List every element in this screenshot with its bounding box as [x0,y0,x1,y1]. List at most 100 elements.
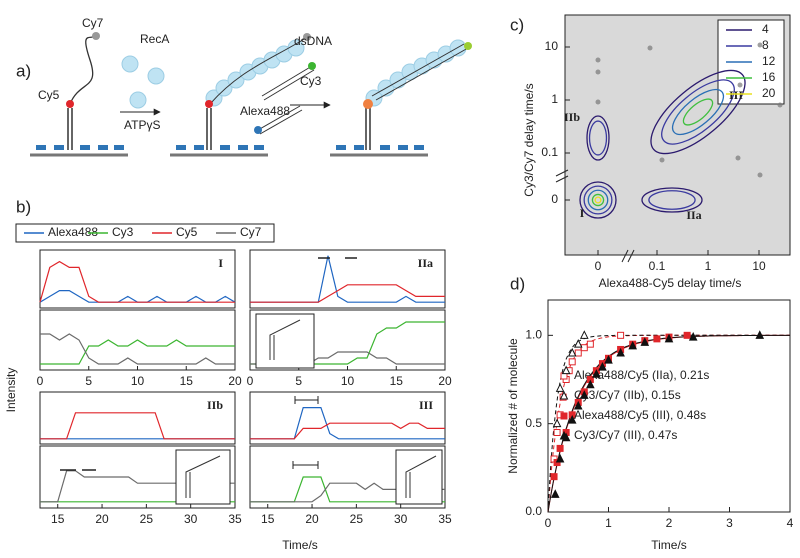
panel-region-label: III [419,398,433,412]
contour-line [583,185,613,215]
legend-label: Cy3 [112,225,134,239]
data-point [598,362,607,371]
y-tick-label: 0.5 [525,416,542,430]
data-point [688,331,698,341]
interval-arrow [294,396,319,404]
x-axis-label: Time/s [651,538,687,552]
data-point [580,344,588,352]
data-point [755,330,765,339]
x-tick-label: 0.1 [649,259,666,273]
data-point [573,400,583,410]
density-spot [595,57,601,63]
legend-label: Alexa488/Cy5 (IIa), 0.21s [574,368,709,382]
data-point [653,335,661,343]
legend-box [15,223,275,243]
data-point [579,330,589,339]
x-tick-label: 10 [752,259,766,273]
y-tick-label: 0.0 [525,504,542,518]
panel-label: c) [510,15,524,34]
x-tick-label: 30 [184,512,198,526]
y-axis-label: Normalized # of molecule [506,338,520,474]
data-point [664,333,674,343]
contour-line [594,196,602,204]
trace-line [250,284,445,303]
x-tick-label: 0 [37,374,44,388]
dye [303,33,311,41]
data-point [567,347,577,357]
ssdna [209,37,307,105]
legend-label: Alexa488/Cy5 (III), 0.48s [574,408,706,422]
data-point [586,379,595,389]
y-tick-label: 1 [551,92,558,106]
x-tick-label: 35 [228,512,242,526]
data-point [561,365,571,375]
fit-curve [547,334,790,513]
data-point [552,418,562,428]
legend-marker [559,390,569,400]
data-point [567,415,577,424]
y-axis-label: Intensity [4,368,18,413]
contour-line [579,181,617,219]
subplot-frame [249,391,446,445]
data-point [550,473,558,481]
trace-line [250,422,445,440]
data-point [553,459,561,467]
fit-curve [547,334,790,513]
interval-arrow [292,461,319,469]
data-point [586,340,594,348]
x-tick-label: 20 [228,374,242,388]
trace-line [250,255,445,303]
legend-label: Alexa488 [48,225,98,239]
trace-line [40,412,235,440]
data-point [579,390,589,399]
x-tick-label: 20 [95,512,109,526]
x-tick-label: 5 [85,374,92,388]
contour-line [591,193,605,207]
label: Cy5 [38,88,60,102]
density-spot [757,42,763,48]
data-point [550,489,560,498]
data-point [556,444,564,452]
contour-line [587,189,609,211]
data-point [592,369,601,378]
data-point [617,331,625,339]
y-tick-label: 10 [545,39,559,53]
density-spot [737,82,743,88]
label: RecA [140,32,169,46]
x-tick-label: 1 [605,516,612,530]
dye [464,42,472,50]
x-tick-label: 0 [595,259,602,273]
contour-line [682,98,714,126]
x-axis-label: Alexa488-Cy5 delay time/s [599,276,742,290]
data-point [555,383,565,392]
x-tick-label: 1 [705,259,712,273]
contour-line [586,115,610,161]
label: ATPγS [124,118,160,132]
y-tick-label: 1.0 [525,328,542,342]
dye [66,100,74,108]
density-spot [757,172,763,178]
schematic: Cy7 Cy5 RecA ATPγS dsDNA Alexa488 Cy3 [30,16,472,157]
subplot-frame [39,391,236,445]
inset [255,313,315,369]
trace-line [39,290,236,303]
x-tick-label: 20 [438,374,452,388]
data-point [555,453,565,463]
dsdna-fragments [257,43,469,135]
label: Cy7 [82,16,104,30]
x-tick-label: 0 [247,374,254,388]
x-tick-label: 25 [140,512,154,526]
legend-label: Cy3/Cy7 (III), 0.47s [574,428,677,442]
contour-line [671,88,725,136]
data-point [573,339,583,348]
legend-label: 4 [762,22,769,36]
region-label: IIb [564,110,580,124]
panel-region-label: I [218,256,223,270]
panel-region-label: IIa [418,256,433,270]
region-label: I [580,206,585,220]
density-spot [595,99,601,105]
contour-line [648,190,696,210]
surface-molecules [36,145,424,150]
y-tick-label: 0.1 [541,145,558,159]
legend-label: 12 [762,54,776,68]
